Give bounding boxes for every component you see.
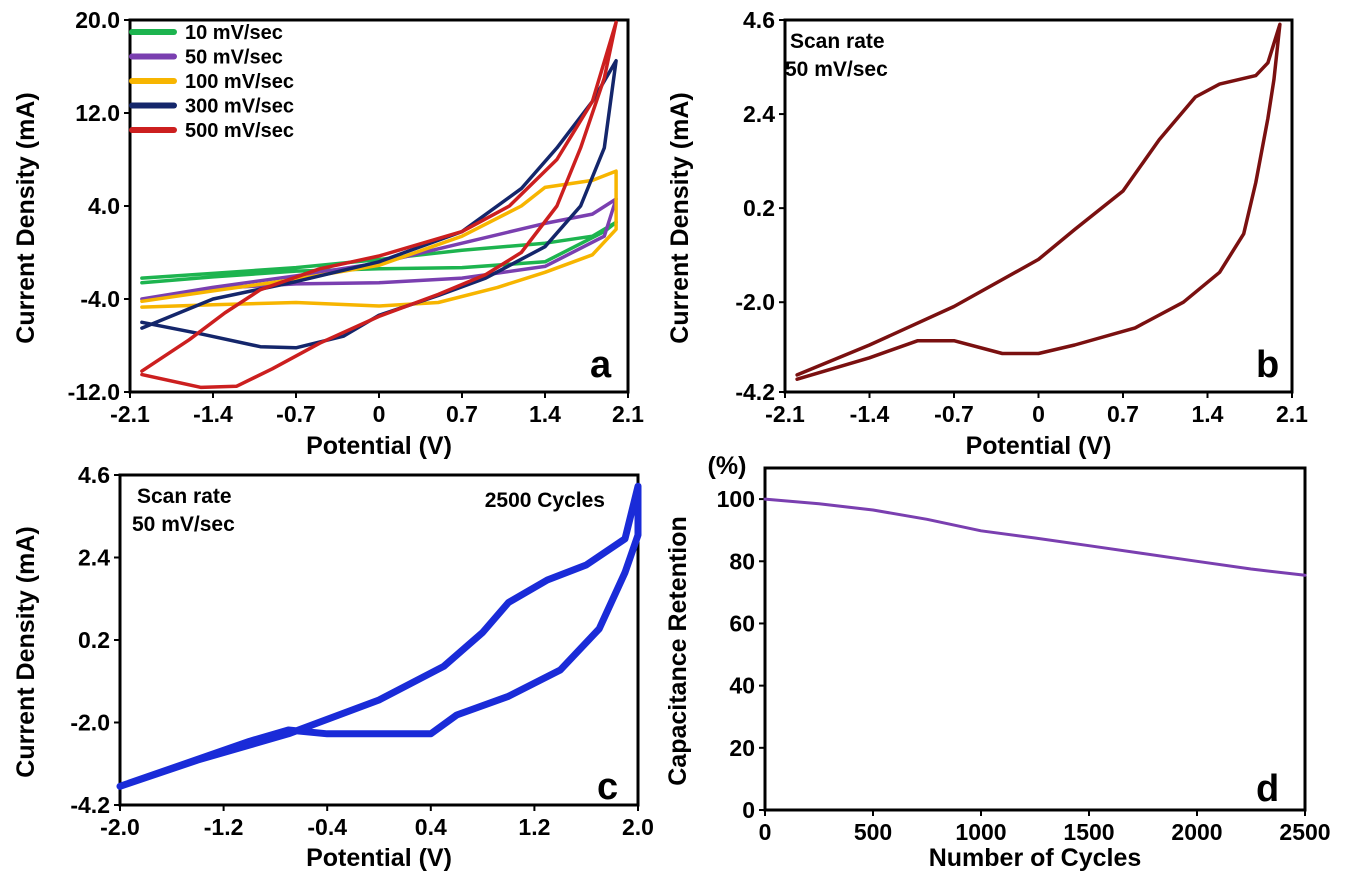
annotation-scan-rate: Scan rate — [790, 30, 885, 53]
y-tick-label: -2.0 — [70, 710, 110, 736]
y-tick-label: 20.0 — [75, 7, 120, 33]
panel-letter: d — [1256, 768, 1279, 810]
x-tick-label: -0.4 — [307, 814, 347, 840]
x-tick-label: 1.4 — [1192, 401, 1224, 427]
x-axis-label: Potential (V) — [306, 432, 452, 460]
y-tick-label: 12.0 — [75, 100, 120, 126]
panel-letter: c — [597, 766, 618, 808]
x-tick-label: 500 — [854, 819, 892, 845]
annotation-scan-rate-value: 50 mV/sec — [132, 513, 235, 536]
x-axis-label: Potential (V) — [966, 432, 1112, 460]
y-tick-label: 100 — [717, 486, 755, 512]
x-tick-label: 1500 — [1063, 819, 1114, 845]
series-line-300-mv-sec — [140, 58, 618, 350]
x-tick-label: 2500 — [1279, 819, 1330, 845]
series-line-100-mv-sec — [140, 169, 618, 309]
annotation-scan-rate: Scan rate — [137, 485, 232, 508]
series-line-50-mv-sec — [140, 197, 618, 301]
x-tick-label: 2.1 — [612, 401, 644, 427]
y-tick-label: 40 — [729, 673, 755, 699]
x-tick-label: -0.7 — [276, 401, 316, 427]
x-tick-label: 0.7 — [446, 401, 478, 427]
x-tick-label: 1.4 — [529, 401, 561, 427]
x-axis-label: Potential (V) — [306, 844, 452, 872]
x-tick-label: -2.0 — [100, 814, 140, 840]
panel-b: -2.1 -1.4 -0.7 0 0.7 1.4 2.1 -4.2 -2.0 0.2 2.4 4.6 P… — [666, 7, 1308, 460]
y-axis-label: Current Density (mA) — [666, 92, 694, 343]
y-axis-label: Current Density (mA) — [12, 92, 40, 343]
panel-d: 0 500 1000 1500 2000 2500 0 20 40 60 80 100 Number o… — [664, 452, 1331, 872]
annotation-cycles: 2500 Cycles — [485, 489, 605, 512]
x-tick-label: 2.1 — [1276, 401, 1308, 427]
y-tick-label: 2.4 — [78, 545, 110, 571]
annotation-scan-rate-value: 50 mV/sec — [785, 58, 888, 81]
panel-letter: b — [1256, 344, 1279, 386]
panel-letter: a — [590, 344, 612, 386]
x-axis-label: Number of Cycles — [929, 844, 1142, 872]
panel-a: -2.1 -1.4 -0.7 0 0.7 1.4 2.1 -12.0 -4.0 4.0 12.0 20… — [12, 7, 644, 460]
x-tick-label: 0 — [1032, 401, 1045, 427]
y-tick-label: -4.2 — [735, 379, 775, 405]
x-tick-label: -2.1 — [110, 401, 150, 427]
y-tick-label: -12.0 — [68, 379, 120, 405]
y-tick-label: -4.0 — [80, 286, 120, 312]
y-tick-label: 20 — [729, 735, 755, 761]
y-tick-label: 80 — [729, 548, 755, 574]
y-axis-unit: (%) — [708, 452, 747, 480]
y-tick-label: 60 — [729, 610, 755, 636]
x-tick-label: 2.0 — [622, 814, 654, 840]
y-tick-label: 4.6 — [78, 462, 110, 488]
y-tick-label: 4.6 — [743, 7, 775, 33]
x-tick-label: 2000 — [1171, 819, 1222, 845]
x-tick-label: 0.4 — [415, 814, 447, 840]
series-line-panel-d — [763, 497, 1307, 577]
y-tick-label: 0 — [742, 797, 755, 823]
y-axis-label: Capacitance Retention — [664, 516, 692, 786]
x-tick-label: 0 — [759, 819, 772, 845]
series-line-500-mv-sec — [140, 20, 618, 390]
x-tick-label: 0 — [373, 401, 386, 427]
x-tick-label: 1000 — [955, 819, 1006, 845]
series-line-panel-b — [795, 22, 1282, 381]
legend-label: 50 mV/sec — [185, 47, 283, 69]
panel-c: -2.0 -1.2 -0.4 0.4 1.2 2.0-4.2-2.00.22.44.6Po… — [12, 462, 654, 872]
x-tick-label: 0.7 — [1107, 401, 1139, 427]
series-line-panel-c — [116, 482, 642, 790]
legend-label: 100 mV/sec — [185, 71, 294, 93]
x-tick-label: -1.2 — [204, 814, 244, 840]
y-tick-label: 0.2 — [78, 627, 110, 653]
x-tick-label: -1.4 — [850, 401, 890, 427]
legend-label: 10 mV/sec — [185, 22, 283, 44]
x-tick-label: 1.2 — [518, 814, 550, 840]
y-tick-label: 0.2 — [743, 195, 775, 221]
x-tick-label: -0.7 — [934, 401, 974, 427]
y-axis-label: Current Density (mA) — [12, 526, 40, 777]
y-tick-label: 4.0 — [88, 193, 120, 219]
y-tick-label: -4.2 — [70, 792, 110, 818]
y-tick-label: -2.0 — [735, 289, 775, 315]
legend-label: 300 mV/sec — [185, 96, 294, 118]
legend-label: 500 mV/sec — [185, 120, 294, 142]
y-tick-label: 2.4 — [743, 101, 775, 127]
x-tick-label: -2.1 — [765, 401, 805, 427]
plot-frame — [763, 466, 1307, 812]
x-tick-label: -1.4 — [193, 401, 233, 427]
